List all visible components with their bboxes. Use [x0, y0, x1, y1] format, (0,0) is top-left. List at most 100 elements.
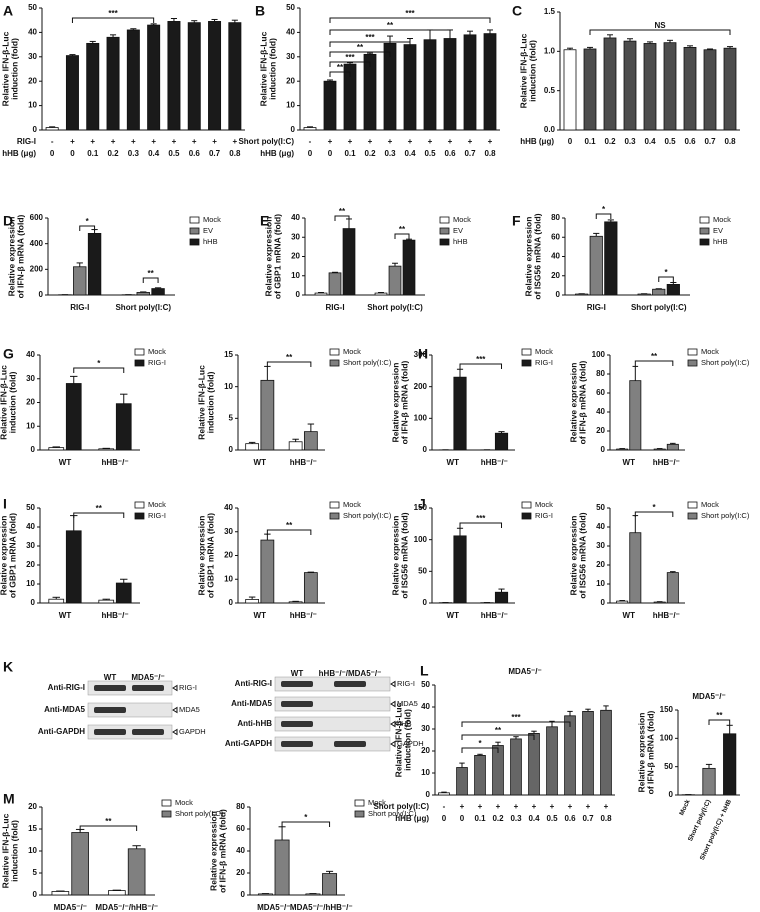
y-tick-label: 0 — [296, 290, 301, 299]
legend-label: RIG-I — [148, 358, 166, 367]
row-value: 0.2 — [364, 149, 376, 158]
row-value: 0 — [460, 814, 465, 823]
legend-label: Mock — [148, 500, 166, 509]
y-tick-label: 10 — [421, 768, 430, 777]
row-value: + — [328, 137, 333, 146]
y-tick-label: 40 — [26, 350, 35, 359]
y-axis-label: Relative IFN-β-Luc — [0, 31, 10, 106]
blot-column-label: WT — [104, 673, 117, 682]
row-value: 0.4 — [404, 149, 416, 158]
y-tick-label: 20 — [596, 560, 605, 569]
legend-swatch — [521, 512, 532, 520]
bar — [653, 448, 666, 451]
x-tick-label: Short poly(I:C) — [367, 303, 423, 312]
y-tick-label: 100 — [414, 535, 428, 544]
row-value: 0.8 — [724, 137, 736, 146]
y-tick-label: 0 — [423, 598, 428, 607]
blot-strip — [274, 736, 391, 752]
row-value: 0.7 — [209, 149, 221, 158]
y-tick-label: 30 — [286, 52, 295, 61]
legend-label: Short poly(I:C) — [343, 511, 392, 520]
row-value: 0.1 — [474, 814, 486, 823]
y-tick-label: 20 — [224, 551, 233, 560]
y-tick-label: 20 — [26, 398, 35, 407]
bar — [303, 572, 318, 604]
antibody-label: Anti-MDA5 — [44, 705, 85, 714]
bar — [314, 292, 328, 296]
y-axis-label: induction (fold) — [9, 820, 19, 882]
row-value: 0.7 — [582, 814, 594, 823]
x-tick-label: hHB⁻/⁻ — [290, 458, 317, 467]
y-tick-label: 80 — [236, 802, 245, 811]
significance-bracket — [589, 29, 731, 35]
row-value: 0.5 — [424, 149, 436, 158]
significance-label: ** — [651, 352, 658, 361]
y-tick-label: 50 — [26, 503, 35, 512]
x-tick-label: WT — [254, 611, 267, 620]
bar — [45, 127, 59, 131]
significance-bracket — [329, 51, 391, 57]
y-tick-label: 0 — [31, 598, 36, 607]
x-tick-label: MDA5⁻/⁻ — [257, 903, 290, 912]
y-tick-label: 1.5 — [544, 7, 556, 16]
antibody-label: Anti-RIG-I — [48, 683, 85, 692]
legend-swatch — [687, 501, 698, 509]
legend-label: Mock — [343, 347, 361, 356]
x-tick-label: hHB⁻/⁻ — [101, 611, 128, 620]
row-value: + — [488, 137, 493, 146]
y-axis-label: of ISG56 mRNA (fold) — [532, 213, 542, 299]
row-value: 0.1 — [584, 137, 596, 146]
legend-label: Mock — [701, 500, 719, 509]
blot-strip — [274, 716, 391, 732]
legend-label: Mock — [535, 347, 553, 356]
bar — [303, 127, 317, 131]
row-value: + — [514, 802, 519, 811]
y-axis-label: Relative expression — [636, 713, 646, 793]
chart-title: MDA5⁻/⁻ — [692, 692, 725, 701]
y-tick-label: 150 — [414, 503, 428, 512]
bar — [343, 63, 357, 131]
bar — [604, 221, 618, 296]
bar — [494, 591, 509, 604]
bar — [652, 288, 666, 296]
y-tick-label: 30 — [596, 541, 605, 550]
significance-label: * — [664, 268, 668, 277]
bar — [600, 709, 612, 796]
y-tick-label: 20 — [551, 271, 560, 280]
y-tick-label: 5 — [33, 868, 38, 877]
bar — [383, 42, 397, 131]
y-axis-label: induction (fold) — [527, 40, 537, 102]
y-tick-label: 200 — [414, 382, 428, 391]
y-axis-label: induction (fold) — [205, 371, 215, 433]
bar — [564, 715, 576, 796]
bar — [453, 535, 467, 604]
x-tick-label: WT — [623, 611, 636, 620]
row-value: 0.5 — [168, 149, 180, 158]
bar — [563, 49, 577, 131]
bar — [245, 599, 260, 604]
row-value: 0 — [50, 149, 55, 158]
bar — [453, 376, 467, 451]
y-axis-label: induction (fold) — [9, 38, 19, 100]
x-tick-label: WT — [447, 611, 460, 620]
y-tick-label: 1.0 — [544, 46, 556, 55]
panel-letter: I — [3, 496, 7, 512]
significance-bracket — [266, 529, 312, 535]
x-tick-label: RIG-I — [70, 303, 89, 312]
blot-strip — [87, 680, 173, 696]
significance-bracket — [461, 734, 535, 740]
row-value: 0.1 — [87, 149, 99, 158]
bar — [666, 572, 679, 604]
bar — [65, 55, 79, 131]
bar — [666, 284, 680, 296]
row-value: 0.3 — [128, 149, 140, 158]
row-value: + — [192, 137, 197, 146]
y-axis-label: of GBP1 mRNA (fold) — [205, 513, 215, 598]
y-tick-label: 30 — [421, 724, 430, 733]
y-axis-label: induction (fold) — [267, 38, 277, 100]
bar — [87, 232, 102, 296]
y-axis-label: Relative IFN-β-Luc — [0, 365, 8, 440]
y-tick-label: 0 — [601, 445, 606, 454]
bar — [260, 379, 275, 451]
bar — [653, 601, 666, 604]
